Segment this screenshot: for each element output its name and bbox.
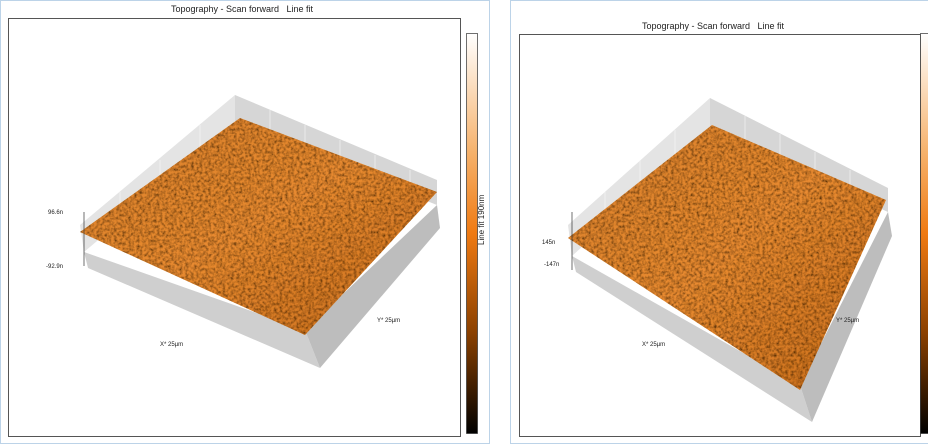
z-max-label: 145n bbox=[542, 240, 555, 246]
floor bbox=[305, 205, 440, 368]
panel-title: Topography - Scan forward Line fit bbox=[642, 21, 785, 31]
surface bbox=[80, 118, 437, 335]
y-axis-label: Y* 25µm bbox=[377, 318, 400, 324]
colorbar bbox=[466, 33, 478, 434]
z-min-label: -92.9n bbox=[46, 264, 63, 270]
floor bbox=[572, 256, 812, 422]
z-max-label: 96.6n bbox=[48, 210, 63, 216]
colorbar bbox=[920, 33, 928, 434]
x-axis-label: X* 25µm bbox=[642, 342, 665, 348]
x-axis-label: X* 25µm bbox=[160, 342, 183, 348]
colorbar-label: Line fit 190nm bbox=[477, 194, 486, 245]
panel-left: Topography - Scan forward Line fit 96.6n… bbox=[0, 0, 490, 444]
surface bbox=[568, 125, 886, 390]
panel-title: Topography - Scan forward Line fit bbox=[171, 4, 314, 14]
floor bbox=[800, 212, 892, 422]
panel-right: Topography - Scan forward Line fit 145n … bbox=[510, 0, 928, 444]
y-axis-label: Y* 25µm bbox=[836, 318, 859, 324]
z-min-label: -147n bbox=[544, 262, 559, 268]
floor bbox=[84, 252, 320, 368]
